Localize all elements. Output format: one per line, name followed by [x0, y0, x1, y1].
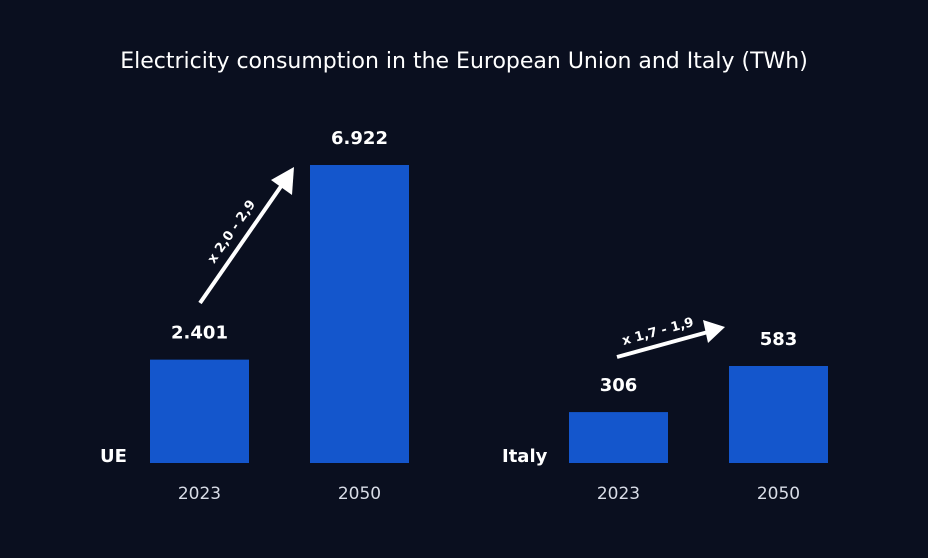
bar: [150, 359, 249, 463]
x-tick-label: 2023: [597, 484, 640, 504]
value-label: 583: [760, 329, 798, 350]
value-label: 6.922: [331, 128, 388, 149]
x-tick-label: 2023: [178, 484, 221, 504]
bar: [569, 412, 668, 463]
value-label: 306: [600, 375, 638, 396]
x-tick-label: 2050: [757, 484, 800, 504]
growth-arrow: [616, 320, 725, 359]
bar: [310, 165, 409, 463]
x-tick-label: 2050: [338, 484, 381, 504]
region-label: UE: [100, 446, 127, 467]
chart-title: Electricity consumption in the European …: [120, 49, 808, 74]
region-label: Italy: [502, 446, 548, 467]
growth-arrow: [198, 167, 294, 305]
bar: [729, 366, 828, 463]
value-label: 2.401: [171, 323, 228, 344]
